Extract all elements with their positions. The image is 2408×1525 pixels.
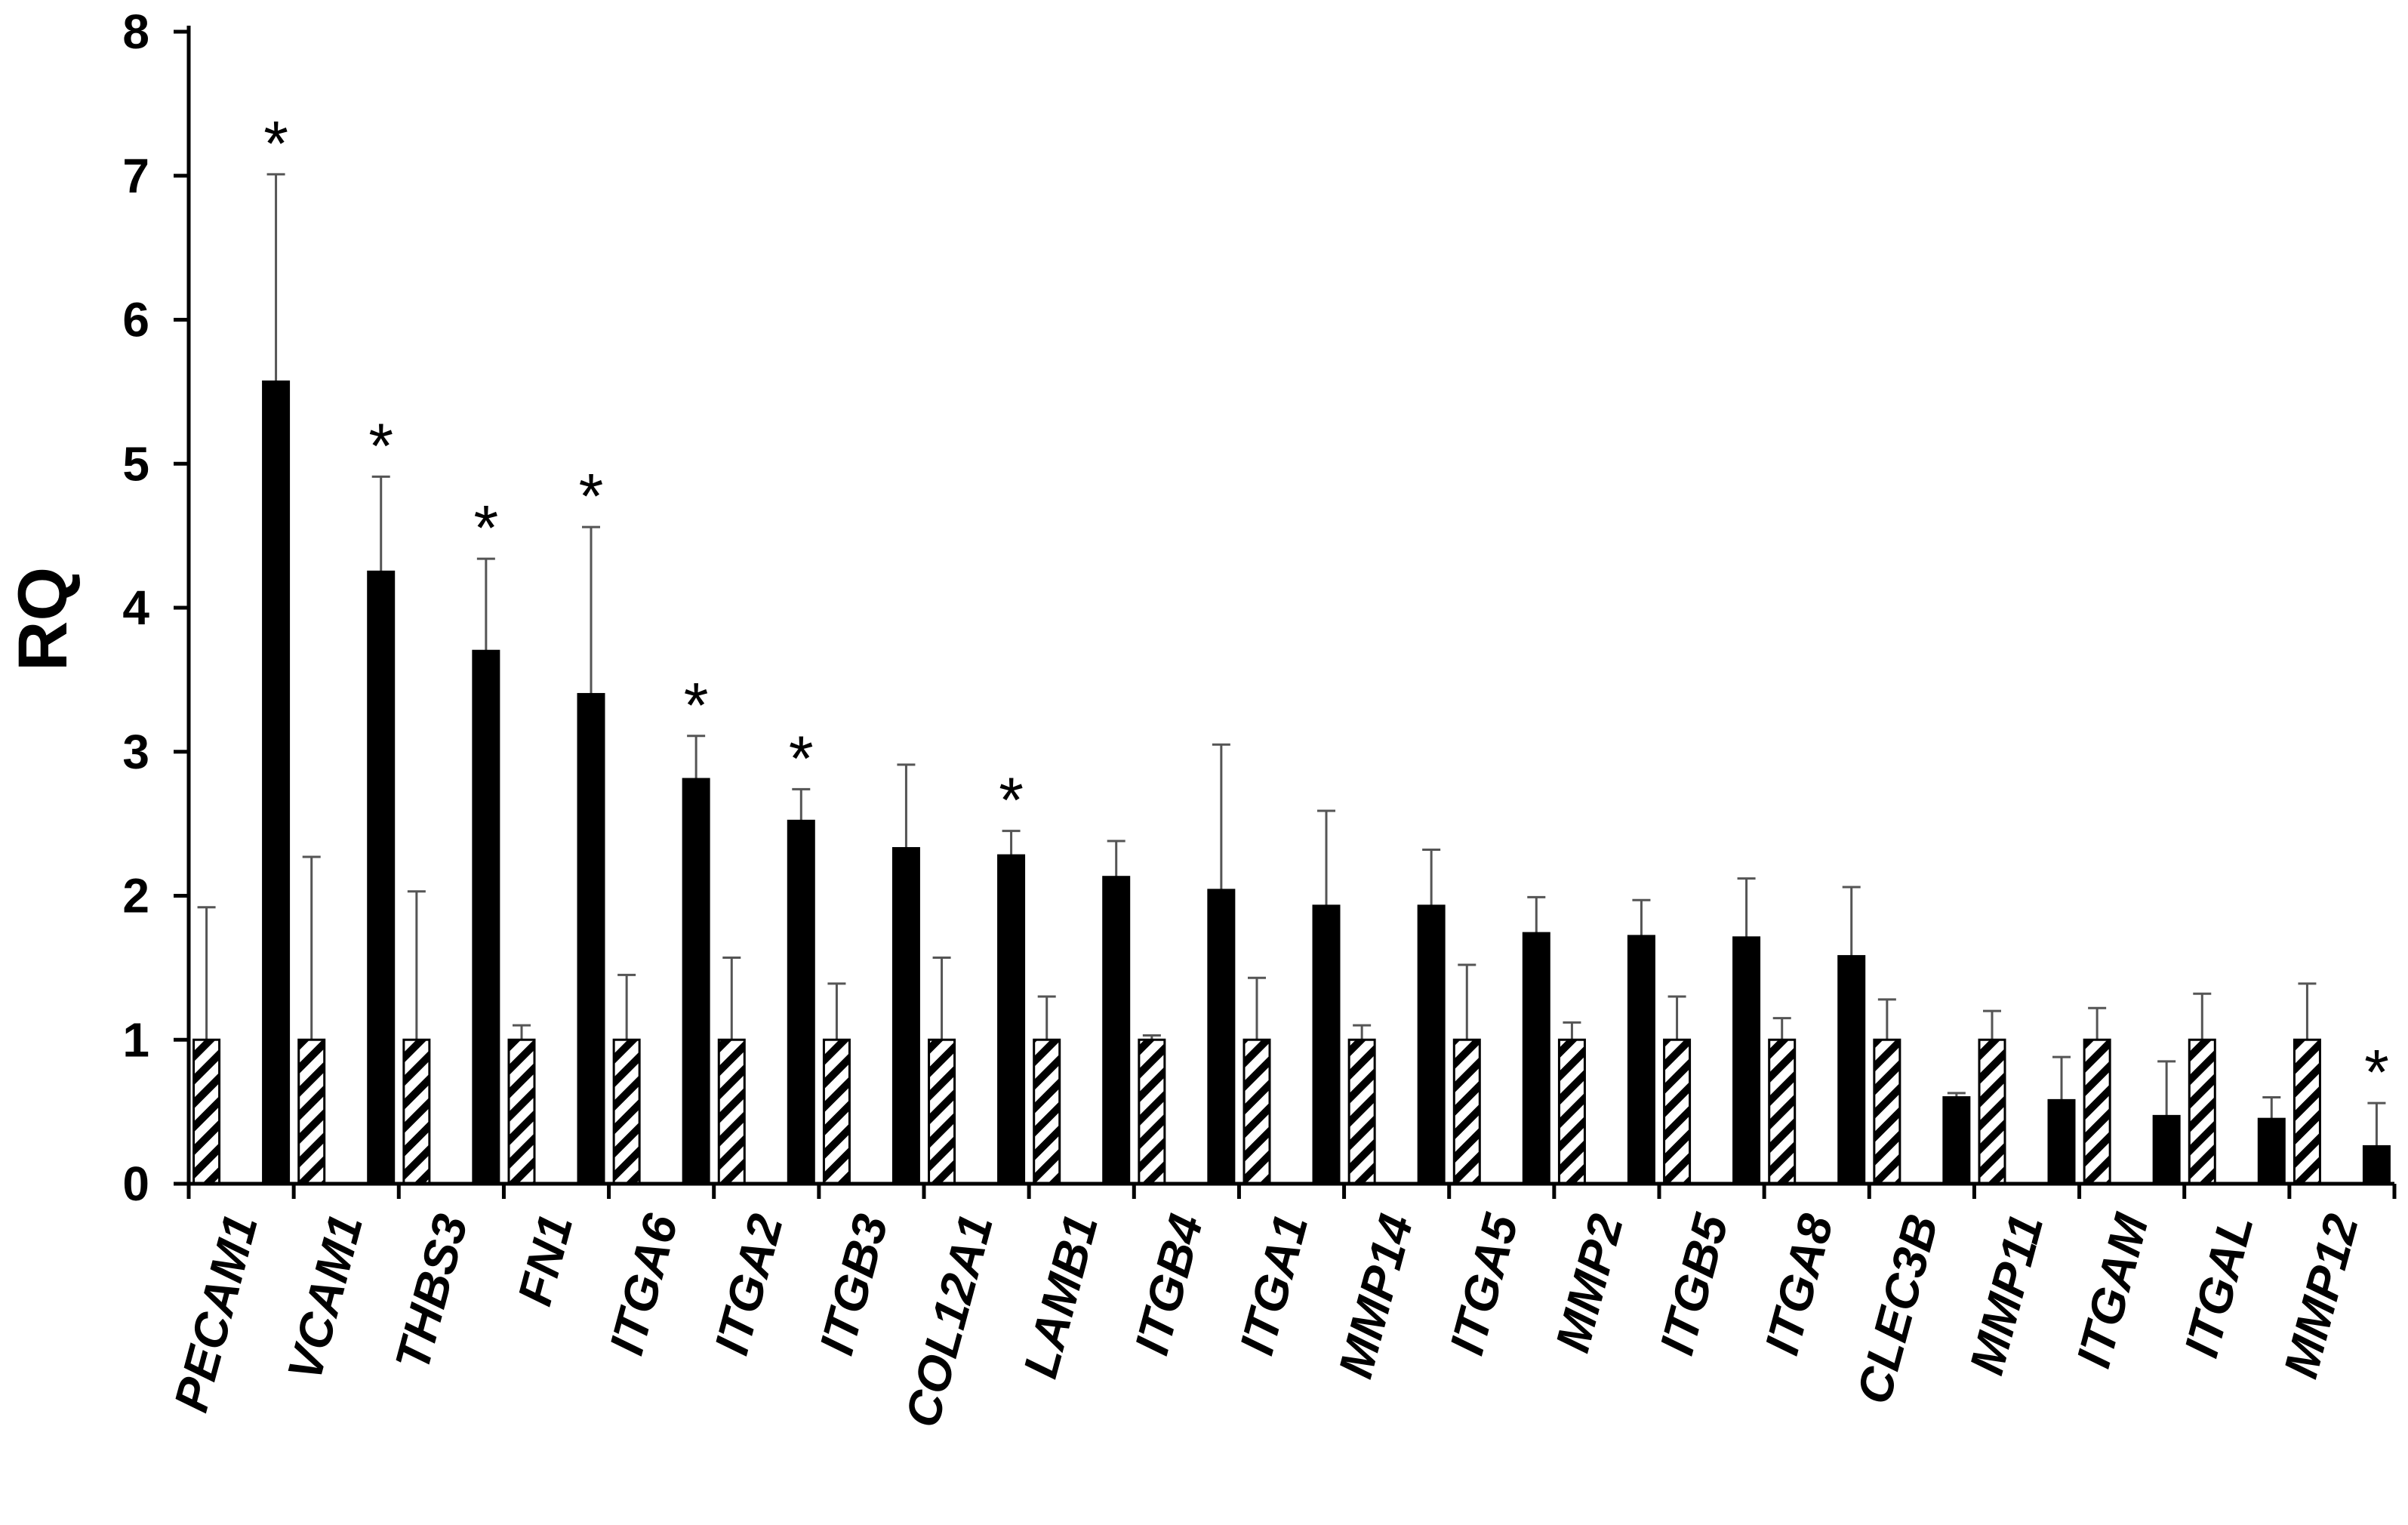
significance-star: *: [2364, 1037, 2389, 1108]
bar-solid: [1312, 904, 1341, 1185]
significance-star: *: [684, 670, 709, 741]
y-axis-label: RQ: [5, 567, 82, 671]
bar-solid: [787, 819, 815, 1185]
category-label: ITGAM: [2066, 1207, 2159, 1372]
bar-solid: [1627, 935, 1655, 1185]
bar-solid: [1417, 904, 1446, 1185]
bar-hatched: [2083, 1038, 2111, 1185]
category-label: ITGAL: [2174, 1209, 2264, 1363]
bar-hatched: [1138, 1038, 1166, 1185]
bar-solid: [1102, 876, 1131, 1185]
category-label: LAMB1: [1013, 1209, 1109, 1384]
significance-star: *: [999, 765, 1024, 836]
category-label: COL12A1: [895, 1209, 1003, 1433]
bar-hatched: [1768, 1038, 1797, 1185]
category-label: MMP2: [1545, 1209, 1634, 1357]
y-tick-label: 7: [122, 149, 149, 203]
y-tick-label: 2: [122, 869, 149, 923]
significance-star: *: [368, 410, 393, 481]
bar-hatched: [297, 1038, 326, 1185]
bar-hatched: [2293, 1038, 2321, 1185]
category-label: ITGB5: [1649, 1208, 1739, 1360]
bar-solid: [2362, 1145, 2391, 1185]
significance-star: *: [263, 108, 288, 179]
bar-hatched: [1242, 1038, 1271, 1185]
category-label: ITGA1: [1229, 1209, 1318, 1360]
category-label: ITGB3: [809, 1209, 898, 1360]
significance-star: *: [789, 722, 814, 793]
y-tick-label: 4: [122, 581, 149, 635]
category-label: PECAM1: [164, 1209, 269, 1417]
bar-hatched: [192, 1038, 221, 1185]
bar-solid: [891, 847, 920, 1185]
category-label: ITGA2: [704, 1209, 793, 1360]
bar-solid: [1207, 889, 1236, 1185]
bar-solid: [1942, 1096, 1971, 1185]
bar-solid: [367, 570, 396, 1185]
significance-star: *: [474, 492, 499, 563]
category-label: FN1: [507, 1209, 584, 1311]
y-tick-label: 0: [122, 1157, 149, 1211]
y-tick-label: 3: [122, 725, 149, 779]
bar-hatched: [1978, 1038, 2006, 1185]
category-label: THBS3: [385, 1209, 479, 1376]
bar-hatched: [402, 1038, 431, 1185]
bar-hatched: [2188, 1038, 2216, 1185]
significance-star: *: [579, 461, 604, 531]
bar-solid: [682, 778, 710, 1185]
bar-hatched: [1347, 1038, 1376, 1185]
bar-hatched: [1873, 1038, 1901, 1185]
category-label: MMP12: [2273, 1209, 2369, 1384]
y-tick-label: 5: [122, 436, 149, 491]
bar-solid: [2047, 1098, 2076, 1185]
y-tick-label: 8: [122, 5, 149, 59]
category-label: ITGA8: [1754, 1209, 1843, 1360]
category-label: ITGA6: [599, 1209, 688, 1360]
bar-solid: [472, 649, 500, 1185]
bar-hatched: [1452, 1038, 1481, 1185]
bar-solid: [577, 692, 605, 1185]
category-label: ITGB4: [1124, 1209, 1213, 1360]
bar-hatched: [507, 1038, 536, 1185]
bar-solid: [997, 854, 1026, 1185]
bar-solid: [262, 380, 291, 1185]
bar-hatched: [822, 1038, 851, 1185]
category-label: CLEC3B: [1846, 1209, 1949, 1409]
bar-hatched: [928, 1038, 956, 1185]
category-label: MMP14: [1328, 1209, 1424, 1384]
bar-hatched: [1033, 1038, 1061, 1185]
bar-solid: [1522, 932, 1550, 1185]
category-label: MMP11: [1959, 1209, 2053, 1380]
bar-hatched: [612, 1038, 641, 1185]
y-tick-label: 6: [122, 293, 149, 347]
bar-solid: [1732, 936, 1761, 1185]
y-tick-label: 1: [122, 1012, 149, 1067]
bar-solid: [2152, 1114, 2181, 1185]
bar-hatched: [1663, 1038, 1692, 1185]
category-label: VCAM1: [277, 1209, 374, 1386]
bar-hatched: [717, 1038, 746, 1185]
category-label: ITGA5: [1439, 1208, 1529, 1360]
bar-solid: [1837, 955, 1866, 1185]
bar-solid: [2257, 1117, 2286, 1185]
bar-hatched: [1557, 1038, 1586, 1185]
